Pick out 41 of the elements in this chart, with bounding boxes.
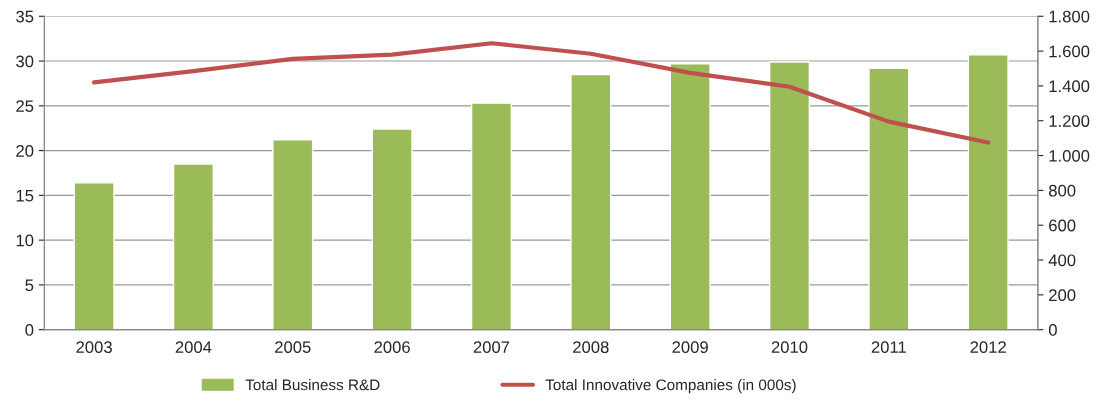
y2-tick-label: 1.400 xyxy=(1049,80,1090,93)
x-tick-label: 2005 xyxy=(275,341,311,354)
bar xyxy=(172,163,214,330)
x-tick-label: 2008 xyxy=(573,341,609,354)
y2-tick-label: 1.000 xyxy=(1049,149,1090,162)
y-tick-label: 20 xyxy=(16,144,34,157)
x-tick-label: 2006 xyxy=(374,341,410,354)
legend-label: Total Innovative Companies (in 000s) xyxy=(545,379,796,394)
bar xyxy=(73,182,115,330)
bar xyxy=(570,73,612,330)
y-tick-label: 10 xyxy=(16,234,34,247)
bar xyxy=(371,128,413,330)
bar xyxy=(470,102,513,330)
y2-tick-label: 1.600 xyxy=(1049,45,1090,58)
bar xyxy=(967,54,1009,330)
y2-tick-label: 200 xyxy=(1049,289,1076,302)
y-tick-label: 0 xyxy=(25,324,34,336)
y2-tick-label: 800 xyxy=(1048,184,1076,197)
bar xyxy=(272,139,314,330)
x-tick-label: 2012 xyxy=(970,341,1006,354)
x-tick-label: 2003 xyxy=(76,341,112,354)
bar xyxy=(768,61,811,330)
y-tick-label: 35 xyxy=(16,10,34,23)
y-tick-label: 25 xyxy=(16,100,34,113)
legend-label: Total Business R&D xyxy=(245,379,380,391)
y-tick-label: 15 xyxy=(16,189,34,202)
y2-tick-label: 600 xyxy=(1049,219,1076,232)
y2-tick-label: 400 xyxy=(1048,254,1076,267)
y2-tick-label: 1.200 xyxy=(1049,115,1090,127)
y-tick-label: 5 xyxy=(25,279,34,292)
x-tick-label: 2011 xyxy=(871,341,906,354)
x-tick-label: 2009 xyxy=(672,341,708,354)
y2-tick-label: 0 xyxy=(1048,324,1057,336)
x-tick-label: 2004 xyxy=(175,341,212,354)
bar xyxy=(669,63,711,330)
y2-tick-label: 1.800 xyxy=(1049,10,1090,23)
y-tick-label: 30 xyxy=(16,55,34,68)
x-tick-label: 2010 xyxy=(771,341,808,354)
bar xyxy=(868,67,910,330)
line-series xyxy=(91,41,991,145)
x-tick-label: 2007 xyxy=(473,341,510,354)
